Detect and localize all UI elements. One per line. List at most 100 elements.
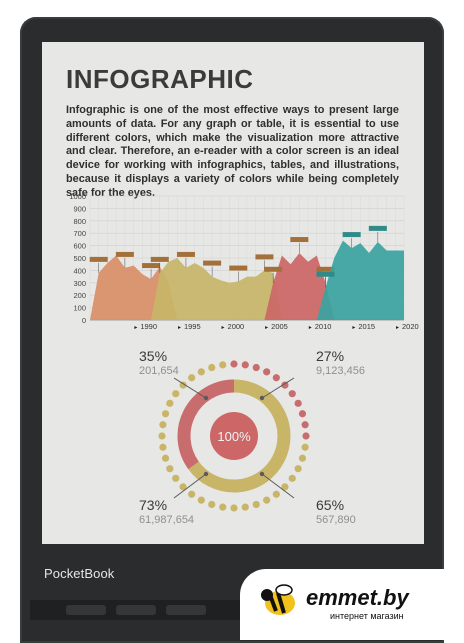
store-subtitle: интернет магазин — [330, 611, 404, 621]
annotation-tag — [229, 265, 248, 271]
center-label: 100% — [217, 429, 251, 444]
leader-line — [173, 473, 207, 499]
annotation-tag — [342, 232, 361, 238]
annotation-tag — [290, 237, 309, 243]
eink-screen: INFOGRAPHIC Infographic is one of the mo… — [42, 42, 424, 544]
annotation-tag — [368, 225, 387, 231]
leader-line — [173, 377, 207, 399]
ring-dot — [219, 361, 227, 369]
x-tick-label: 2010 — [315, 322, 332, 331]
y-tick-label: 500 — [73, 254, 86, 263]
ring-dot — [188, 490, 196, 498]
y-tick-label: 100 — [73, 304, 86, 313]
x-tick-label: 2005 — [271, 322, 288, 331]
store-badge[interactable]: emmet.by интернет магазин — [240, 569, 464, 640]
center-circle — [210, 412, 258, 460]
store-name: emmet.by — [306, 585, 409, 610]
annotation-tag — [316, 271, 335, 277]
intro-paragraph: Infographic is one of the most effective… — [66, 104, 399, 199]
leader-dot — [259, 395, 265, 401]
page-forward-button[interactable] — [166, 605, 206, 615]
y-tick-label: 0 — [82, 316, 86, 325]
ring-dot — [208, 363, 216, 372]
ring-dot — [241, 503, 249, 511]
ring-dot — [288, 474, 296, 482]
area-series — [316, 240, 404, 320]
annotation-tag — [264, 266, 283, 272]
ring-dot — [263, 496, 271, 504]
ring-dot — [166, 465, 174, 473]
x-tick-marker: ▸ — [265, 324, 268, 331]
ring-dot — [158, 432, 166, 440]
y-tick-label: 800 — [73, 217, 86, 226]
ring-dot — [161, 410, 170, 418]
donut-slice — [188, 379, 291, 493]
x-tick-label: 2015 — [358, 322, 375, 331]
ring-dot — [294, 399, 302, 407]
ring-dot — [197, 368, 205, 376]
ring-dot — [197, 496, 205, 504]
stat-percent: 65% — [316, 497, 345, 513]
y-tick-label: 400 — [73, 266, 86, 275]
x-tick-marker: ▸ — [178, 324, 181, 331]
x-tick-marker: ▸ — [309, 324, 312, 331]
ring-dot — [272, 490, 280, 498]
leader-line — [261, 377, 295, 399]
y-tick-label: 1000 — [69, 192, 86, 201]
annotation-tag — [203, 260, 222, 266]
area-series — [151, 258, 282, 320]
stat-value: 201,654 — [139, 365, 179, 377]
ring-dot — [301, 421, 309, 429]
annotation-tag — [89, 256, 108, 262]
ring-dot — [179, 381, 187, 389]
ring-dot — [241, 361, 249, 369]
y-tick-label: 700 — [73, 229, 86, 238]
stat-value: 9,123,456 — [316, 365, 365, 377]
x-tick-label: 1990 — [140, 322, 157, 331]
stat-percent: 73% — [139, 497, 168, 513]
ring-dot — [219, 503, 227, 511]
x-tick-marker: ▸ — [396, 324, 399, 331]
bee-icon — [261, 584, 295, 615]
ring-dot — [263, 368, 271, 376]
ring-dot — [161, 454, 170, 462]
y-tick-label: 200 — [73, 291, 86, 300]
home-button[interactable] — [116, 605, 156, 615]
ring-dot — [172, 474, 180, 482]
donut-chart: 100% — [158, 360, 310, 512]
ring-dot — [179, 483, 187, 491]
ring-dot — [302, 432, 310, 440]
y-tick-label: 300 — [73, 279, 86, 288]
ring-dot — [298, 454, 307, 462]
ring-dot — [298, 410, 307, 418]
ring-dot — [159, 443, 167, 451]
annotation-tag — [255, 254, 274, 260]
ring-dot — [188, 374, 196, 382]
stat-value: 567,890 — [316, 514, 356, 526]
ring-dot — [252, 363, 260, 372]
ring-dot — [159, 421, 167, 429]
leader-line — [261, 473, 295, 499]
stat-percent: 35% — [139, 348, 168, 364]
ring-dot — [301, 443, 309, 451]
ring-dot — [208, 500, 216, 509]
brand-logo: PocketBook — [44, 566, 115, 581]
ring-dot — [230, 504, 238, 512]
stat-value: 61,987,654 — [139, 514, 195, 526]
x-tick-marker: ▸ — [222, 324, 225, 331]
annotation-tag — [316, 266, 335, 272]
leader-dot — [203, 395, 209, 401]
annotation-tag — [115, 251, 134, 257]
leader-dot — [259, 471, 265, 477]
y-tick-label: 600 — [73, 242, 86, 251]
annotation-tag — [150, 256, 169, 262]
x-tick-label: 2000 — [228, 322, 245, 331]
x-tick-marker: ▸ — [352, 324, 355, 331]
x-tick-label: 2020 — [402, 322, 419, 331]
leader-dot — [203, 471, 209, 477]
ring-dot — [288, 390, 296, 398]
donut-slice — [177, 379, 235, 470]
annotation-tag — [176, 251, 195, 257]
page-back-button[interactable] — [66, 605, 106, 615]
